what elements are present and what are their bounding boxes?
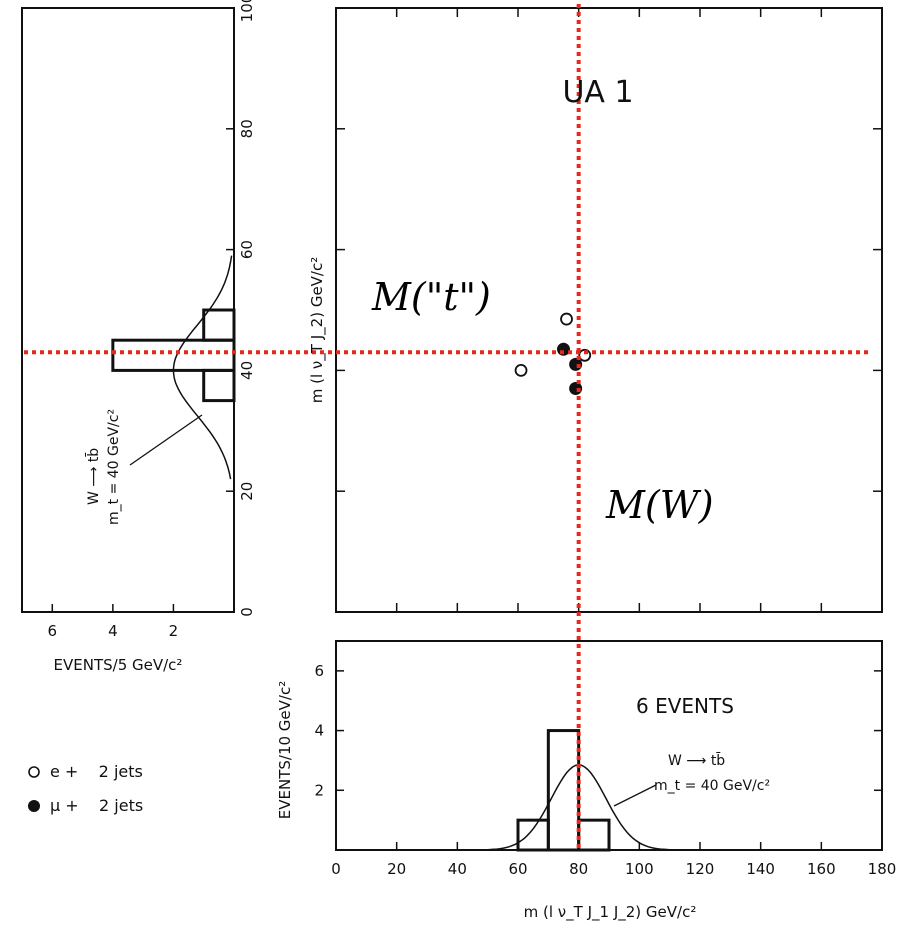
x-histogram-bar <box>546 729 581 852</box>
y-tick-label: 40 <box>238 361 256 380</box>
y-tick-label: 20 <box>238 482 256 501</box>
x-tick-label: 0 <box>331 860 341 878</box>
x-tick-label: 120 <box>686 860 715 878</box>
y-model-pointer <box>129 414 203 466</box>
y-histogram-bar <box>202 308 236 342</box>
events-count-note: 6 EVENTS <box>636 694 734 718</box>
y-tick-label: 100 <box>238 0 256 22</box>
y-histogram-xtick-label: 6 <box>48 622 58 640</box>
x-tick-label: 140 <box>746 860 775 878</box>
y-histogram-fit-curve <box>172 255 233 480</box>
x-tick-label: 40 <box>448 860 467 878</box>
y-histogram-bar <box>202 368 236 403</box>
y-histogram-xtick-label: 2 <box>169 622 179 640</box>
x-histogram-ytick-label: 6 <box>314 662 324 680</box>
electron-event-point <box>514 363 528 377</box>
legend: e + 2 jets μ + 2 jets <box>28 762 143 815</box>
electron-event-point <box>560 312 573 326</box>
mt-overlay-label: M("t") <box>371 275 491 319</box>
y-model-line-2: m_t = 40 GeV/c² <box>106 409 122 525</box>
y-histogram-xtick-label: 4 <box>108 622 118 640</box>
x-tick-label: 80 <box>569 860 588 878</box>
x-histogram-bar <box>577 818 611 852</box>
y-axis-title: m (l ν_T J_2) GeV/c² <box>308 257 327 404</box>
x-model-pointer <box>613 784 657 807</box>
legend-label-electron: e + 2 jets <box>50 762 143 781</box>
x-model-line-1: W ⟶ tb̄ <box>668 751 725 769</box>
x-axis-title: m (l ν_T J_1 J_2) GeV/c² <box>524 903 697 922</box>
y-histogram-marks <box>111 255 236 480</box>
y-tick-label: 0 <box>238 607 256 617</box>
x-histogram-axis: 0 20 40 60 80 100 120 140 160 180 2 4 6 <box>314 662 896 878</box>
legend-open-circle-icon <box>28 766 40 778</box>
x-tick-label: 160 <box>807 860 836 878</box>
reference-lines <box>24 4 872 850</box>
x-histogram-ylabel: EVENTS/10 GeV/c² <box>276 681 294 819</box>
y-tick-label: 80 <box>238 119 256 138</box>
x-tick-label: 180 <box>868 860 897 878</box>
y-histogram-frame <box>21 7 235 613</box>
scatter-points <box>514 312 592 396</box>
x-histogram-bar <box>516 818 550 852</box>
y-model-line-1: W ⟶ tb̄ <box>84 448 102 505</box>
chart-title: UA 1 <box>562 75 633 110</box>
legend-filled-circle-icon <box>28 800 40 812</box>
x-tick-label: 60 <box>508 860 527 878</box>
x-tick-label: 100 <box>625 860 654 878</box>
y-histogram-xlabel: EVENTS/5 GeV/c² <box>54 656 183 674</box>
x-tick-label: 20 <box>387 860 406 878</box>
y-tick-label: 60 <box>238 240 256 259</box>
scatter-frame <box>335 7 883 613</box>
mw-overlay-label: M(W) <box>605 483 714 527</box>
x-model-line-2: m_t = 40 GeV/c² <box>654 778 770 794</box>
y-histogram-axis: 0 20 40 60 80 100 6 4 2 <box>48 0 256 640</box>
x-histogram-ytick-label: 2 <box>314 781 324 799</box>
x-histogram-ytick-label: 4 <box>314 722 324 740</box>
legend-label-muon: μ + 2 jets <box>50 796 143 815</box>
